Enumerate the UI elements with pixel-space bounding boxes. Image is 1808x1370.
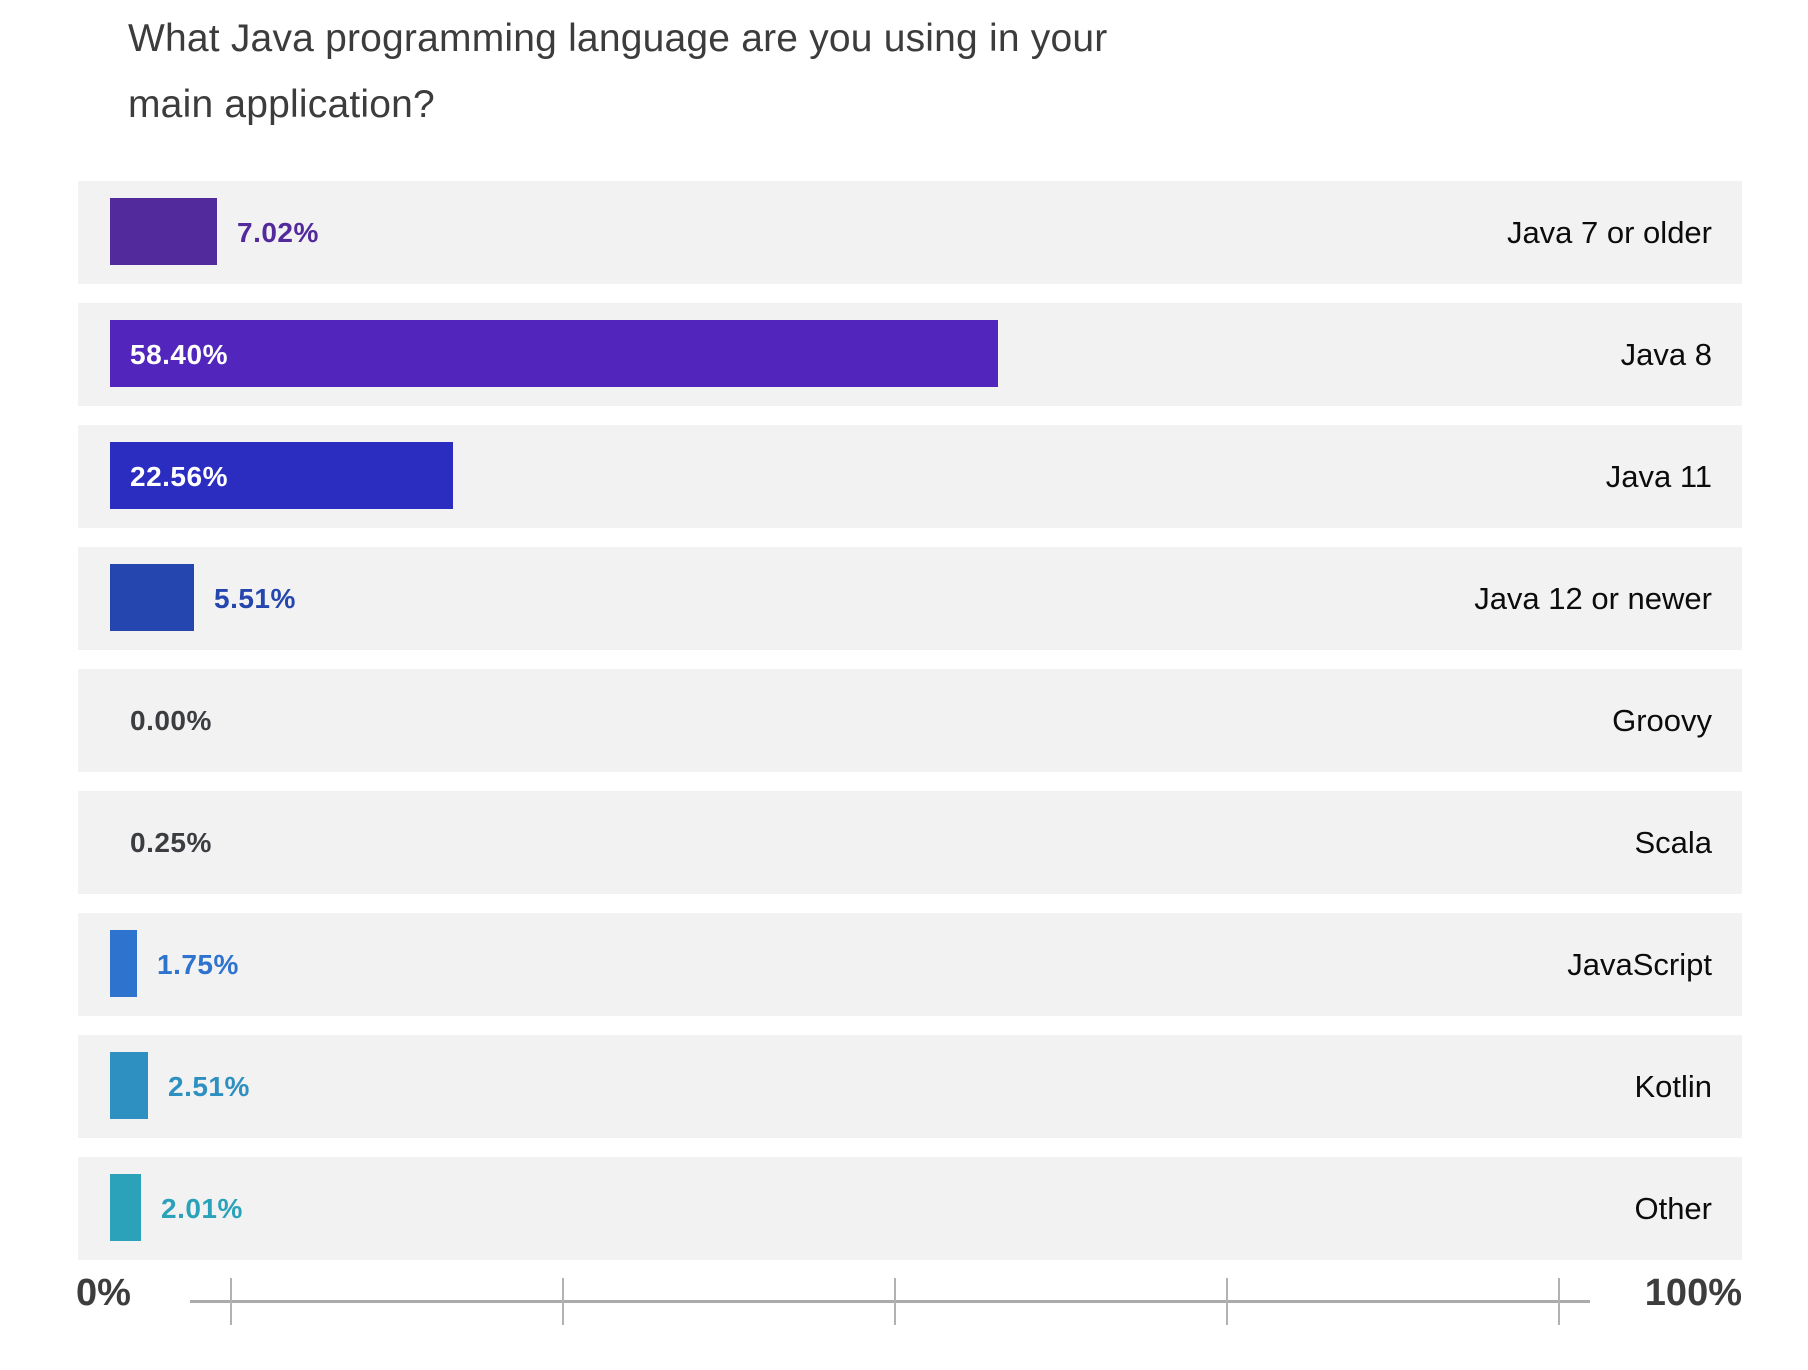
chart-row: 5.51% Java 12 or newer	[78, 547, 1742, 650]
x-axis-tick	[230, 1278, 232, 1325]
chart-title-line-2: main application?	[128, 83, 435, 126]
chart-row: 58.40% Java 8	[78, 303, 1742, 406]
bar	[110, 930, 137, 997]
category-label: Scala	[1634, 824, 1712, 860]
x-axis-tick	[562, 1278, 564, 1325]
category-label: Java 7 or older	[1506, 214, 1712, 250]
category-label: Java 11	[1605, 458, 1712, 494]
value-label: 5.51%	[214, 582, 296, 614]
x-axis-tick	[1226, 1278, 1228, 1325]
bar	[110, 1052, 148, 1119]
x-axis-max-label: 100%	[1644, 1272, 1742, 1314]
chart-row: 2.01% Other	[78, 1157, 1742, 1260]
value-label: 22.56%	[130, 460, 228, 492]
value-label: 0.25%	[130, 826, 212, 858]
bar-chart: 7.02% Java 7 or older 58.40% Java 8 22.56% Ja…	[78, 181, 1742, 1279]
x-axis-line	[190, 1300, 1590, 1303]
x-axis: 0% 100%	[0, 1262, 1808, 1342]
category-label: Other	[1634, 1190, 1712, 1226]
x-axis-tick	[1558, 1278, 1560, 1325]
category-label: Java 12 or newer	[1474, 580, 1712, 616]
chart-row: 0.00% Groovy	[78, 669, 1742, 772]
chart-row: 7.02% Java 7 or older	[78, 181, 1742, 284]
value-label: 0.00%	[130, 704, 212, 736]
chart-row: 0.25% Scala	[78, 791, 1742, 894]
chart-row: 1.75% JavaScript	[78, 913, 1742, 1016]
value-label: 7.02%	[237, 216, 319, 248]
x-axis-tick	[894, 1278, 896, 1325]
category-label: Java 8	[1620, 336, 1712, 372]
bar	[110, 1174, 141, 1241]
chart-title: What Java programming language are you u…	[128, 6, 1328, 138]
x-axis-min-label: 0%	[76, 1272, 131, 1314]
category-label: Groovy	[1612, 702, 1712, 738]
chart-row: 2.51% Kotlin	[78, 1035, 1742, 1138]
chart-title-line-1: What Java programming language are you u…	[128, 17, 1108, 60]
chart-row: 22.56% Java 11	[78, 425, 1742, 528]
value-label: 2.01%	[161, 1192, 243, 1224]
category-label: Kotlin	[1634, 1068, 1712, 1104]
bar	[110, 198, 217, 265]
value-label: 1.75%	[157, 948, 239, 980]
bar	[110, 442, 453, 509]
bar	[110, 564, 194, 631]
category-label: JavaScript	[1567, 946, 1712, 982]
value-label: 58.40%	[130, 338, 228, 370]
value-label: 2.51%	[168, 1070, 250, 1102]
bar	[110, 320, 998, 387]
